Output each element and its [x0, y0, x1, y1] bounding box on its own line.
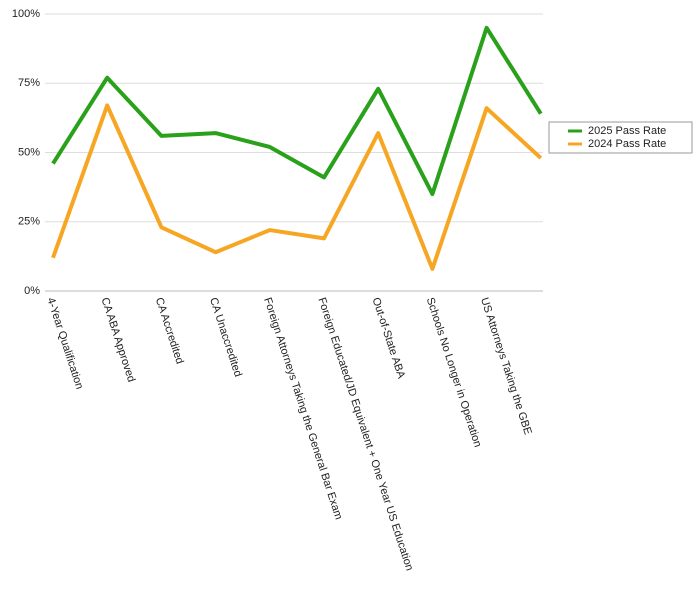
y-tick-label: 50%: [18, 146, 40, 158]
legend-label: 2024 Pass Rate: [588, 138, 666, 150]
y-tick-label: 100%: [12, 8, 40, 20]
line-series: [51, 103, 543, 271]
x-tick-label: Out-of-State ABA: [370, 296, 408, 381]
x-tick-label: US Attorneys Taking the GBE: [478, 296, 534, 436]
legend-label: 2025 Pass Rate: [588, 125, 666, 137]
x-tick-label: Schools No Longer in Operation: [424, 296, 484, 449]
x-tick-label: CA ABA Approved: [99, 296, 138, 383]
y-tick-label: 75%: [18, 77, 40, 89]
legend-box: [548, 121, 693, 154]
x-tick-label: Foreign Educated/JD Equivalent + One Yea…: [315, 296, 415, 572]
x-tick-label: CA Unaccredited: [207, 296, 244, 378]
y-tick-label: 25%: [18, 216, 40, 228]
x-tick-label: CA Accredited: [153, 296, 186, 365]
y-tick-label: 0%: [24, 285, 40, 297]
line-series: [51, 25, 543, 197]
x-tick-label: 4-Year Qualification: [44, 296, 85, 391]
